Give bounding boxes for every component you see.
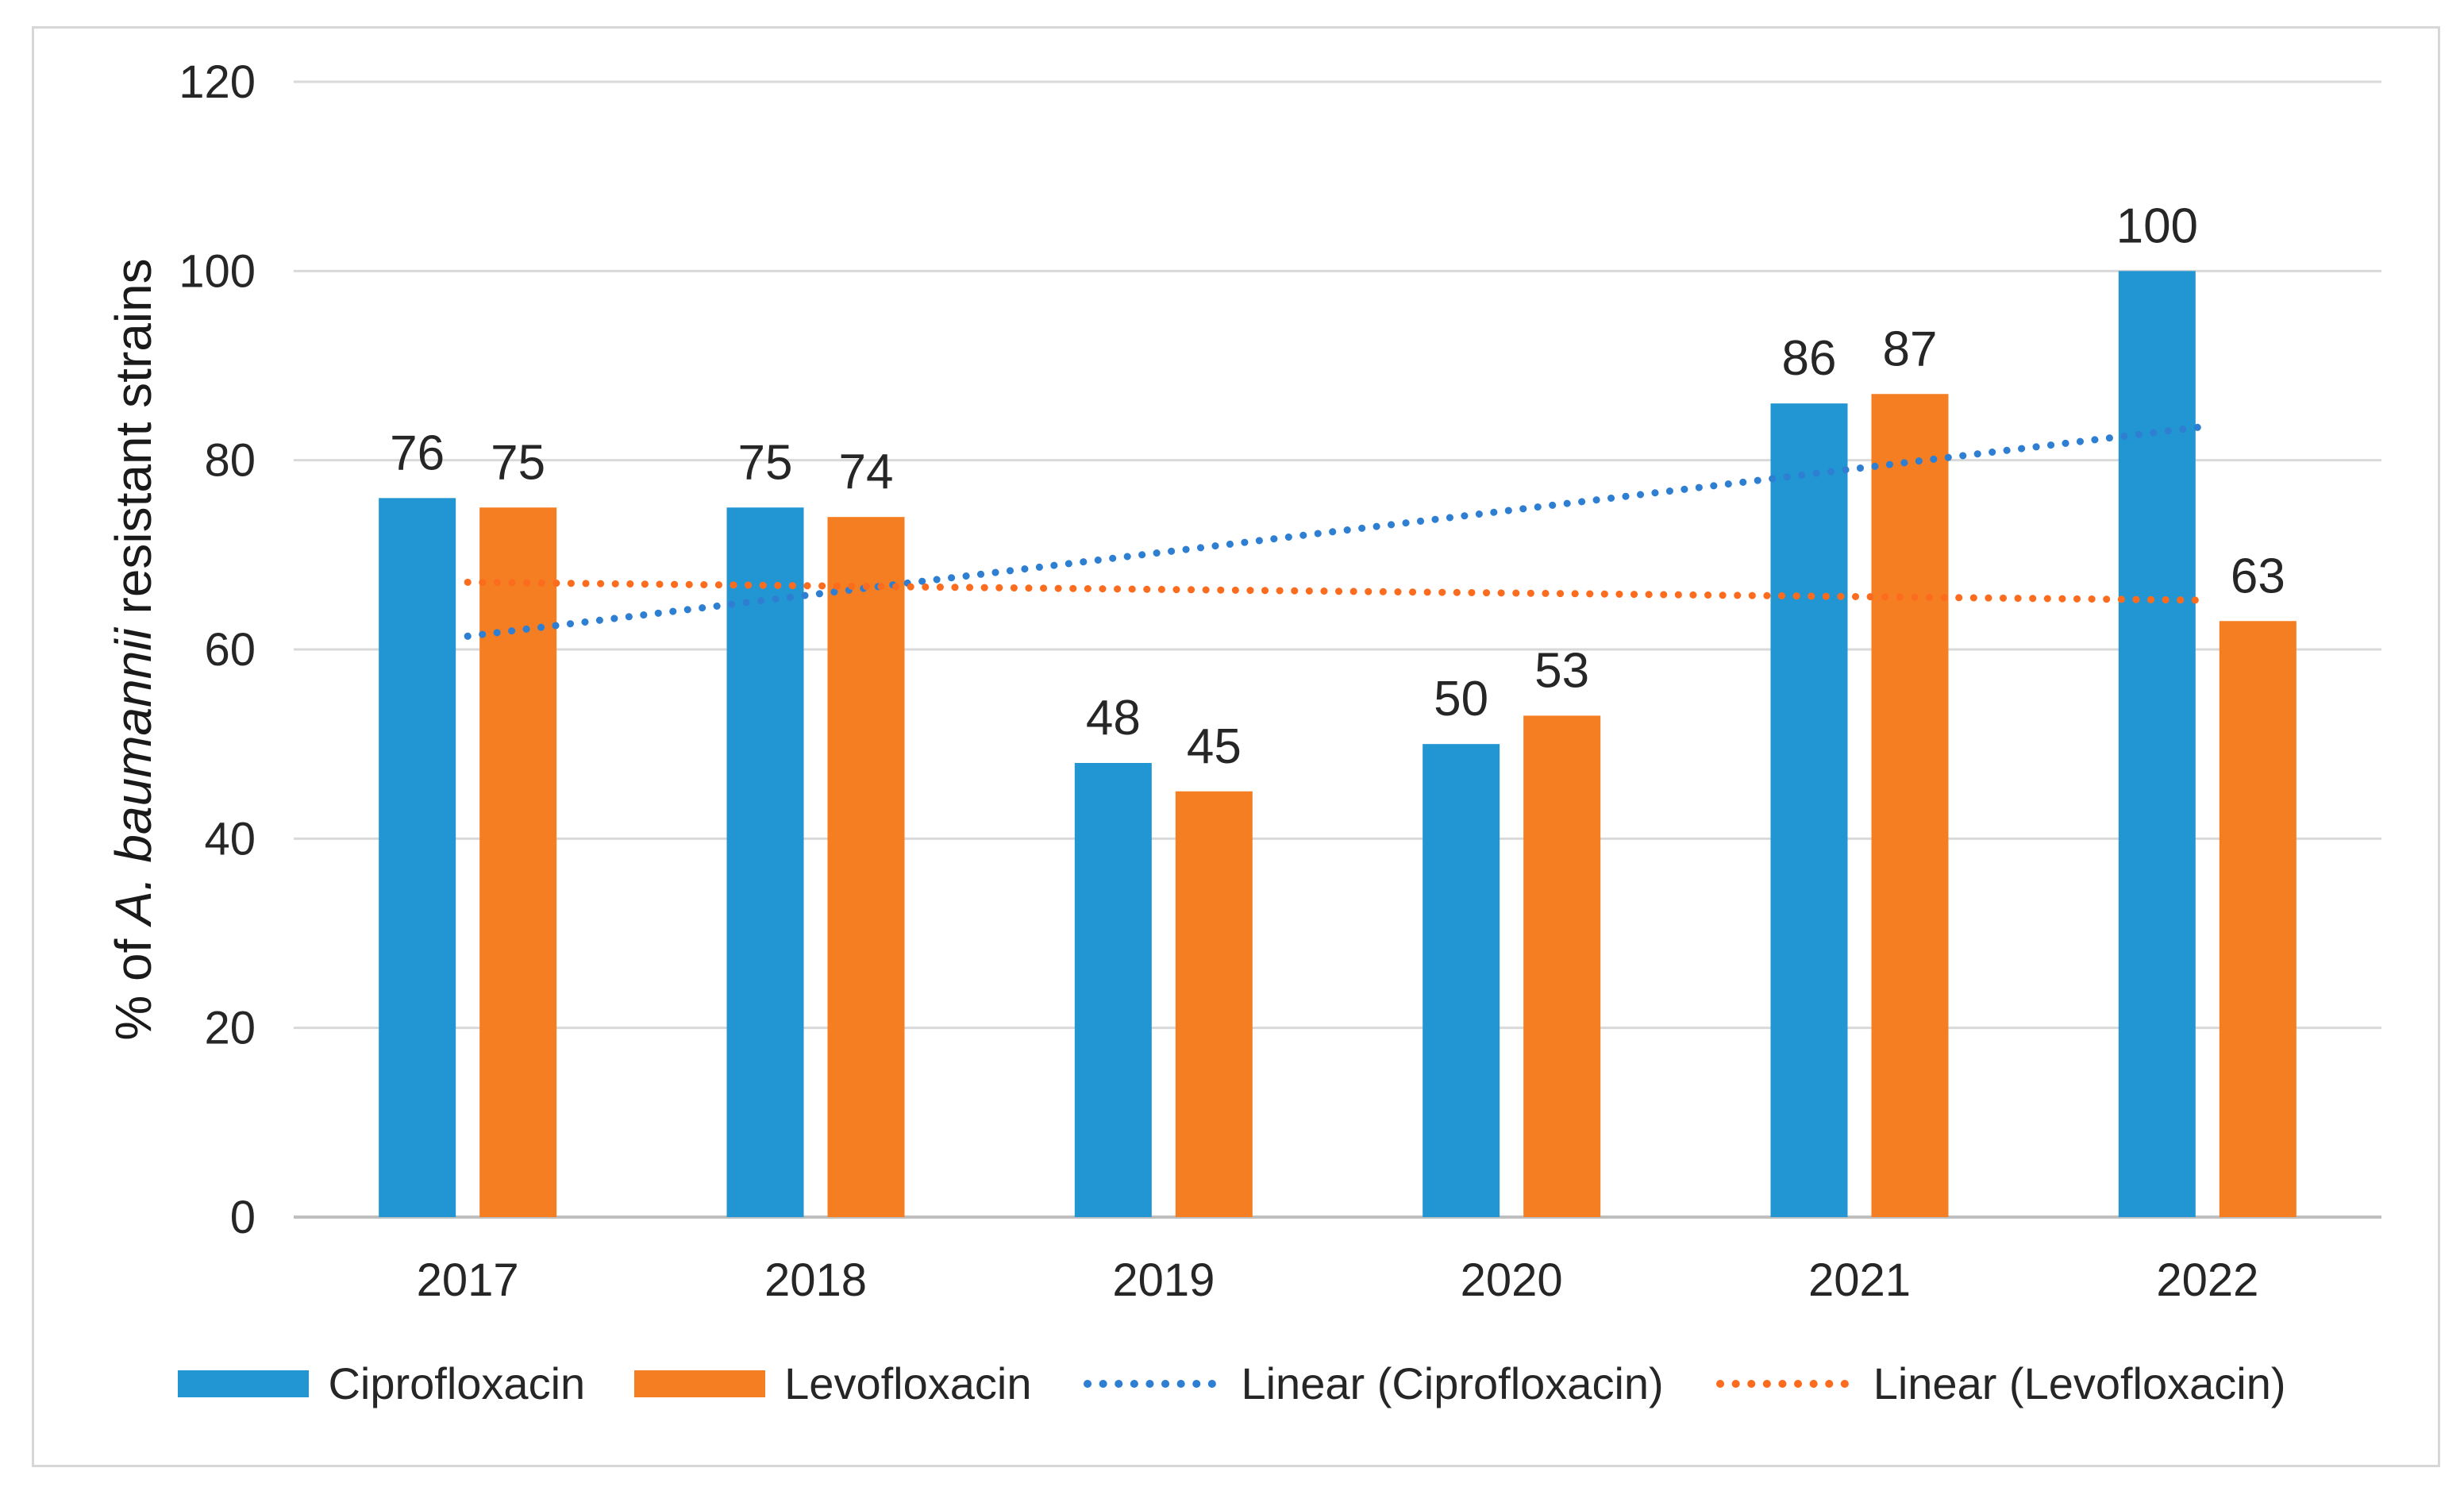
bar-label-levofloxacin-2017: 75 xyxy=(491,435,545,490)
bar-ciprofloxacin-2018 xyxy=(726,507,804,1217)
y-axis-tick-label: 120 xyxy=(179,56,256,108)
bar-label-ciprofloxacin-2018: 75 xyxy=(738,435,793,490)
bar-ciprofloxacin-2020 xyxy=(1423,744,1500,1217)
bar-levofloxacin-2019 xyxy=(1175,791,1253,1217)
bar-levofloxacin-2018 xyxy=(827,517,905,1217)
y-axis-title: % of A. baumannii resistant strains xyxy=(105,258,162,1040)
legend: Ciprofloxacin Levofloxacin Linear (Cipro… xyxy=(0,1346,2464,1421)
bar-label-ciprofloxacin-2020: 50 xyxy=(1434,672,1488,726)
bar-label-ciprofloxacin-2019: 48 xyxy=(1086,691,1141,746)
trendline-linear-levofloxacin xyxy=(464,578,2212,604)
x-axis-tick-label-2017: 2017 xyxy=(417,1254,519,1306)
bar-ciprofloxacin-2021 xyxy=(1770,403,1848,1218)
legend-label-ciprofloxacin: Ciprofloxacin xyxy=(328,1358,586,1408)
bar-levofloxacin-2020 xyxy=(1523,715,1601,1217)
legend-swatch-linear-ciprofloxacin xyxy=(1080,1375,1222,1393)
bar-levofloxacin-2017 xyxy=(479,507,557,1217)
x-axis-tick-label-2019: 2019 xyxy=(1112,1254,1215,1306)
bar-label-levofloxacin-2022: 63 xyxy=(2231,549,2285,603)
legend-swatch-ciprofloxacin xyxy=(178,1370,310,1397)
bar-label-ciprofloxacin-2017: 76 xyxy=(390,426,445,480)
bar-label-ciprofloxacin-2022: 100 xyxy=(2116,198,2198,253)
legend-item-linear-ciprofloxacin: Linear (Ciprofloxacin) xyxy=(1080,1358,1664,1408)
dotted-line-glyph xyxy=(1084,1379,1220,1388)
legend-swatch-levofloxacin xyxy=(634,1370,766,1397)
legend-item-linear-levofloxacin: Linear (Levofloxacin) xyxy=(1713,1358,2286,1408)
bar-ciprofloxacin-2019 xyxy=(1074,763,1152,1217)
x-axis-tick-label-2020: 2020 xyxy=(1461,1254,1563,1306)
x-axis-tick-label-2022: 2022 xyxy=(2156,1254,2258,1306)
x-axis-tick-label-2021: 2021 xyxy=(1808,1254,1911,1306)
y-axis-tick-label: 0 xyxy=(230,1192,256,1243)
bar-label-levofloxacin-2018: 74 xyxy=(839,445,894,499)
dotted-line-glyph xyxy=(1715,1379,1852,1388)
legend-item-levofloxacin: Levofloxacin xyxy=(634,1358,1032,1408)
legend-label-linear-ciprofloxacin: Linear (Ciprofloxacin) xyxy=(1241,1358,1664,1408)
y-axis-tick-label: 80 xyxy=(204,435,256,487)
y-axis-tick-label: 20 xyxy=(204,1003,256,1054)
legend-label-linear-levofloxacin: Linear (Levofloxacin) xyxy=(1873,1358,2286,1408)
legend-swatch-linear-levofloxacin xyxy=(1713,1375,1854,1393)
y-axis-tick-label: 100 xyxy=(179,245,256,297)
legend-item-ciprofloxacin: Ciprofloxacin xyxy=(178,1358,586,1408)
bar-label-levofloxacin-2021: 87 xyxy=(1883,322,1938,376)
y-axis-tick-label: 60 xyxy=(204,624,256,676)
bar-label-levofloxacin-2019: 45 xyxy=(1187,719,1242,774)
bar-label-levofloxacin-2020: 53 xyxy=(1534,643,1589,698)
bar-ciprofloxacin-2017 xyxy=(379,498,456,1217)
bar-levofloxacin-2021 xyxy=(1871,394,1949,1217)
legend-label-levofloxacin: Levofloxacin xyxy=(784,1358,1032,1408)
trendline-linear-ciprofloxacin xyxy=(464,422,2212,640)
bar-ciprofloxacin-2022 xyxy=(2118,271,2196,1217)
bar-label-ciprofloxacin-2021: 86 xyxy=(1782,331,1837,386)
x-axis-tick-label-2018: 2018 xyxy=(764,1254,867,1306)
y-axis-tick-label: 40 xyxy=(204,813,256,865)
bar-levofloxacin-2022 xyxy=(2219,621,2297,1217)
